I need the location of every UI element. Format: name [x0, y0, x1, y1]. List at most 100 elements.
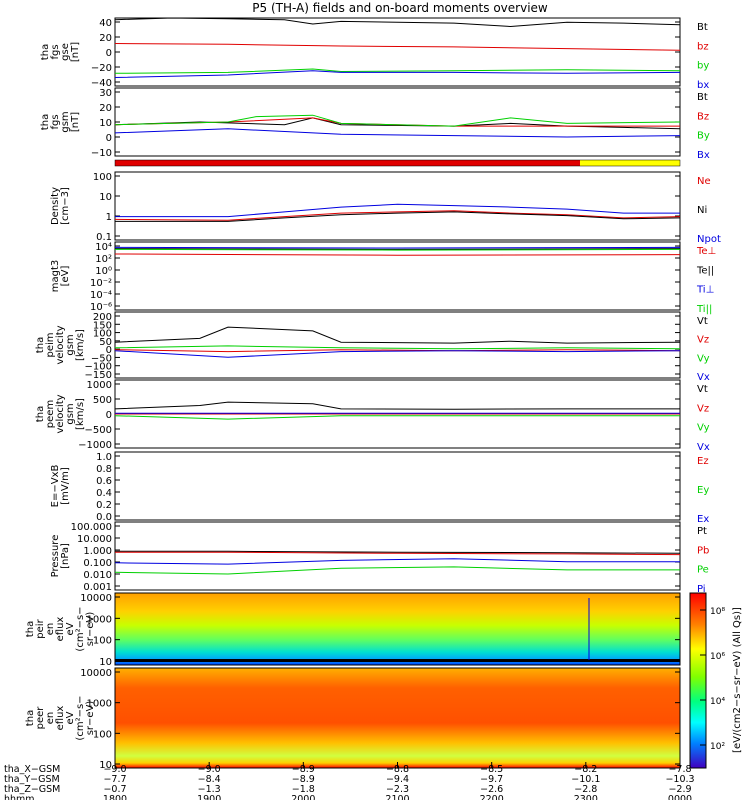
xtick-label: 1800 [103, 794, 127, 800]
series-magt3-Te|| [114, 248, 681, 250]
ylabel-line: peem [45, 400, 56, 428]
legend-fgs-gsm-Bz: Bz [697, 111, 709, 122]
legend-pressure-Pe: Pe [697, 565, 709, 576]
xaxis-row-label: hhmm [4, 794, 35, 800]
ylabel-line: (cm²−s− [75, 695, 86, 740]
ytick-label: 0.8 [96, 464, 112, 475]
ylabel-line: velocity [55, 325, 66, 364]
ytick-label: 10⁻² [90, 278, 112, 289]
series-fgs-gsm-By [114, 114, 681, 127]
ytick-label: 0 [106, 133, 112, 144]
xtick-label: −8.9 [292, 764, 315, 775]
mode-bar-outline [114, 159, 681, 167]
xtick-label: −9.4 [386, 774, 409, 785]
ytick-label: 10000 [80, 593, 112, 604]
ytick-label: 10⁰ [95, 266, 112, 277]
series-density-Ne [114, 210, 681, 221]
series-magt3-Ti⊥ [114, 246, 681, 249]
colorbar-ticks: 10⁸ 10⁶ 10⁴ 10² [700, 607, 725, 752]
panel-density: 100 10 1 0.1 Density [cm−3] Ne Ni Npot [50, 171, 721, 245]
legend-fgs-gse-by: by [697, 61, 709, 72]
ytick-label: 50 [99, 337, 112, 348]
ytick-label: 10² [95, 254, 112, 265]
series-pressure-Pb [115, 551, 681, 556]
colorbar-tick-label: 10⁴ [710, 697, 725, 707]
ylabel-line: eflux [55, 617, 66, 642]
panel-peir-eflux: 10000 1000 100 10 tha peir en eflux eV (cm²−s− sr−… [25, 592, 681, 668]
ylabel-line: eV [65, 711, 76, 724]
panel-fgs-gsm: 30 20 10 0 −10 tha fgs gsm [nT] Bt Bz By Bx [40, 87, 710, 161]
ytick-label: 100.000 [71, 522, 112, 533]
ylabel-line: magt3 [50, 260, 61, 293]
frame-pressure [114, 521, 681, 591]
ylabel-line: tha [35, 406, 46, 422]
legend-density-Ne: Ne [697, 176, 711, 187]
ylabel-line: Pressure [50, 535, 61, 578]
xtick-label: −2.9 [668, 784, 691, 795]
xtick-label: 2200 [480, 794, 504, 800]
ylabel-line: peim [45, 332, 56, 357]
ylabel-line: [cm−3] [60, 187, 71, 225]
xtick-label: −10.3 [665, 774, 694, 785]
ytick-label: −1000 [78, 440, 112, 451]
series-peim-velocity-Vz [114, 349, 681, 353]
ytick-label: 1.000 [83, 546, 112, 557]
colorbar: 10⁸ 10⁶ 10⁴ 10² [eV/(cm2−s−sr−eV) (All Qs)] [689, 592, 743, 769]
series-pressure-Pt [115, 550, 681, 554]
mode-bar [114, 159, 681, 167]
ylabel-line: sr−eV) [85, 612, 96, 647]
legend-density-Npot: Npot [697, 234, 721, 245]
ytick-label: 10⁻⁴ [90, 290, 112, 301]
ylabel-line: eV [65, 622, 76, 635]
xaxis-row-label: tha_X−GSM [4, 764, 60, 775]
ytick-label: −50 [91, 353, 112, 364]
legend-fgs-gse-Bt: Bt [697, 22, 708, 33]
ylabel-line: peir [35, 618, 46, 638]
mode-bar-red [115, 160, 580, 166]
ylabel-line: sr−eV) [85, 701, 96, 736]
ylabel-line: [nT] [70, 42, 81, 62]
ytick-label: 0.2 [96, 500, 112, 511]
legend-fgs-gse-bz: bz [697, 41, 709, 52]
xtick-label: −9.0 [198, 764, 221, 775]
ytick-label: 10⁴ [95, 242, 112, 253]
ytick-label: 0.4 [96, 488, 112, 499]
series-fgs-gsm-Bt [114, 117, 681, 130]
xtick-label: −8.2 [574, 764, 597, 775]
ytick-label: 30 [99, 88, 112, 99]
ytick-label: 0 [106, 345, 112, 356]
ylabel-line: en [45, 712, 56, 725]
ytick-label: 0.001 [83, 582, 112, 593]
xtick-label: 1900 [197, 794, 221, 800]
colorbar-tick-label: 10⁸ [710, 607, 725, 617]
ytick-label: −20 [91, 63, 112, 74]
ytick-label: 10.000 [77, 534, 112, 545]
xtick-label: −8.4 [198, 774, 221, 785]
legend-fgs-gsm-By: By [697, 131, 710, 142]
series-peim-velocity-Vx [114, 350, 681, 358]
xtick-label: −1.3 [198, 784, 221, 795]
legend-peim-velocity-Vy: Vy [697, 353, 710, 364]
series-fgs-gse-bz [114, 43, 681, 51]
xtick-label: 0000 [668, 794, 692, 800]
ytick-label: 1000 [87, 699, 112, 710]
panel-fgs-gse: 40 20 0 −20 −40 tha fgs gse [nT] Bt bz by bx [40, 17, 709, 91]
ytick-label: 10 [99, 657, 112, 668]
figure-title: P5 (TH-A) fields and on-board moments ov… [252, 1, 548, 15]
legend-peim-velocity-Vx: Vx [697, 372, 710, 383]
legend-pressure-Pb: Pb [697, 545, 709, 556]
legend-pressure-Pt: Pt [697, 526, 707, 537]
xtick-label: −9.7 [480, 774, 503, 785]
panel-peer-eflux: 10000 1000 100 10 tha peer en eflux eV (cm²−s− sr−… [25, 667, 681, 771]
colorbar-label: [eV/(cm2−s−sr−eV) (All Qs)] [732, 607, 743, 753]
spectrogram-peir-eflux [115, 593, 680, 665]
xtick-label: −8.8 [386, 764, 409, 775]
legend-peem-velocity-Vz: Vz [697, 403, 709, 414]
legend-peim-velocity-Vt: Vt [697, 316, 708, 327]
legend-magt3-Ti||: Ti|| [696, 304, 712, 315]
ylabel-line: (cm²−s− [75, 606, 86, 651]
ylabel-line: [km/s] [75, 329, 86, 361]
ytick-label: −40 [91, 78, 112, 89]
